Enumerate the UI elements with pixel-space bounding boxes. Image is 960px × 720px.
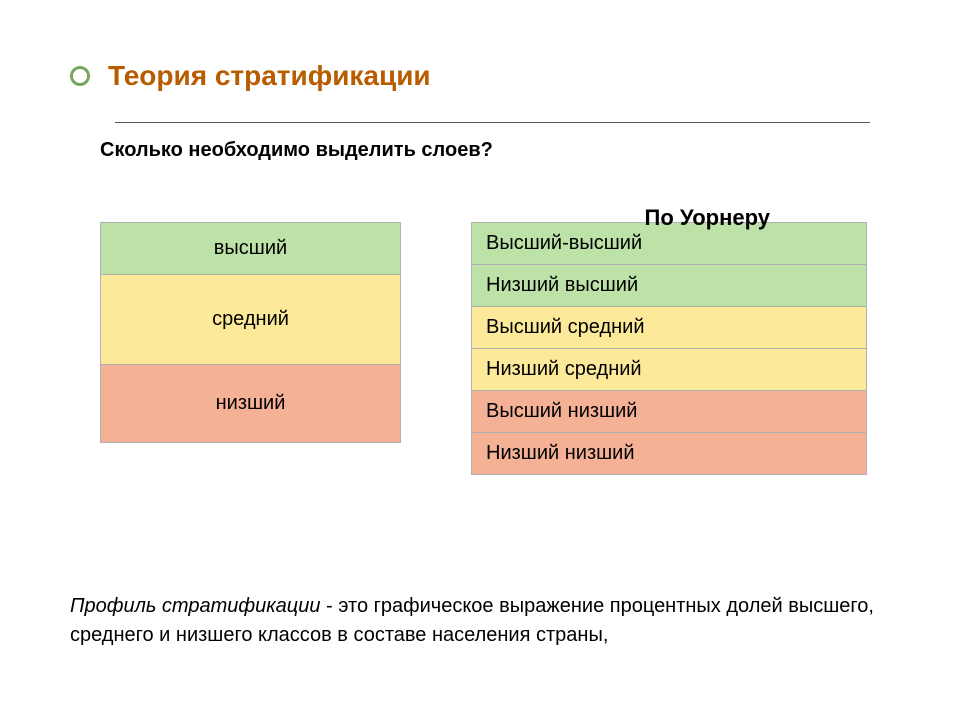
right-cell-4: Высший низший [472, 391, 867, 433]
title-row: Теория стратификации [70, 60, 890, 92]
slide-title: Теория стратификации [108, 60, 431, 92]
footer-definition: Профиль стратификации - это графическое … [70, 592, 890, 650]
tables-row: высшийсреднийнизший Высший-высшийНизший … [100, 222, 890, 475]
left-table: высшийсреднийнизший [100, 222, 401, 443]
right-table: Высший-высшийНизший высшийВысший средний… [471, 222, 867, 475]
left-cell-2: низший [101, 365, 401, 443]
left-cell-0: высший [101, 223, 401, 275]
slide: Теория стратификации Сколько необходимо … [0, 0, 960, 720]
right-cell-2: Высший средний [472, 307, 867, 349]
left-cell-1: средний [101, 275, 401, 365]
bullet-icon [70, 66, 90, 86]
question-text: Сколько необходимо выделить слоев? [100, 139, 890, 162]
right-cell-5: Низший низший [472, 433, 867, 475]
right-cell-3: Низший средний [472, 349, 867, 391]
right-cell-1: Низший высший [472, 265, 867, 307]
footer-term: Профиль стратификации [70, 595, 320, 617]
divider [115, 122, 870, 123]
warner-heading: По Уорнеру [645, 205, 770, 231]
